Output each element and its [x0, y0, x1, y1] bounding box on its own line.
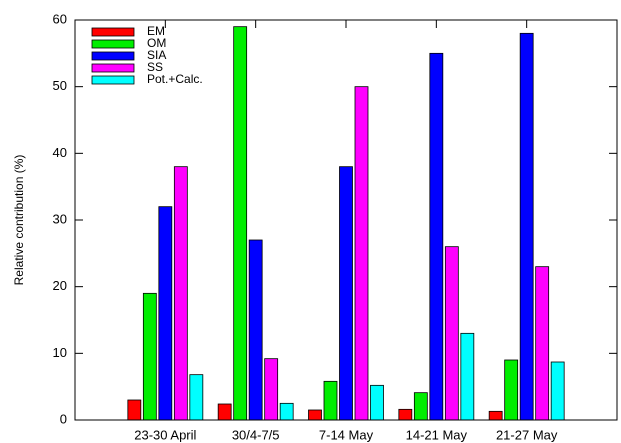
legend-swatch — [91, 39, 135, 49]
x-tick-label: 14-21 May — [406, 427, 468, 442]
legend-swatch — [91, 51, 135, 61]
legend-label: SS — [147, 60, 163, 74]
legend-swatch — [91, 27, 135, 37]
bar — [217, 403, 232, 421]
bar — [308, 409, 322, 421]
bar — [519, 32, 534, 421]
bar — [142, 292, 157, 421]
legend-label: SIA — [147, 48, 166, 62]
bar — [370, 384, 384, 421]
bar — [504, 359, 519, 421]
bar — [127, 399, 142, 421]
y-axis-label: Relative contribution (%) — [12, 155, 26, 286]
x-tick-label: 7-14 May — [319, 427, 374, 442]
bar — [550, 361, 565, 421]
bar — [279, 402, 294, 421]
x-tick-label: 21-27 May — [496, 427, 558, 442]
bar — [248, 239, 263, 421]
bar — [444, 246, 459, 421]
bar — [488, 410, 503, 421]
bar — [158, 206, 173, 421]
bar — [354, 86, 369, 421]
bar — [398, 408, 413, 421]
legend-swatch — [91, 75, 135, 85]
y-tick-label: 50 — [53, 78, 67, 93]
y-tick-label: 40 — [53, 145, 67, 160]
y-tick-label: 60 — [53, 11, 67, 26]
legend-swatch — [91, 63, 135, 73]
bar — [339, 166, 353, 421]
bar — [460, 332, 475, 421]
bar — [173, 166, 188, 421]
bar — [233, 26, 248, 421]
x-tick-label: 30/4-7/5 — [232, 427, 280, 442]
bar — [189, 374, 204, 421]
bar — [413, 392, 428, 421]
legend-label: OM — [147, 36, 166, 50]
y-tick-label: 20 — [53, 278, 67, 293]
bar — [535, 266, 550, 421]
x-tick-label: 23-30 April — [134, 427, 196, 442]
bar — [264, 358, 279, 421]
y-tick-label: 30 — [53, 211, 67, 226]
legend-label: Pot.+Calc. — [147, 72, 203, 86]
bar — [323, 380, 338, 421]
y-tick-label: 0 — [60, 411, 67, 426]
y-tick-label: 10 — [53, 345, 67, 360]
bar — [429, 52, 444, 421]
legend-label: EM — [147, 24, 165, 38]
plot-frame — [74, 19, 618, 421]
